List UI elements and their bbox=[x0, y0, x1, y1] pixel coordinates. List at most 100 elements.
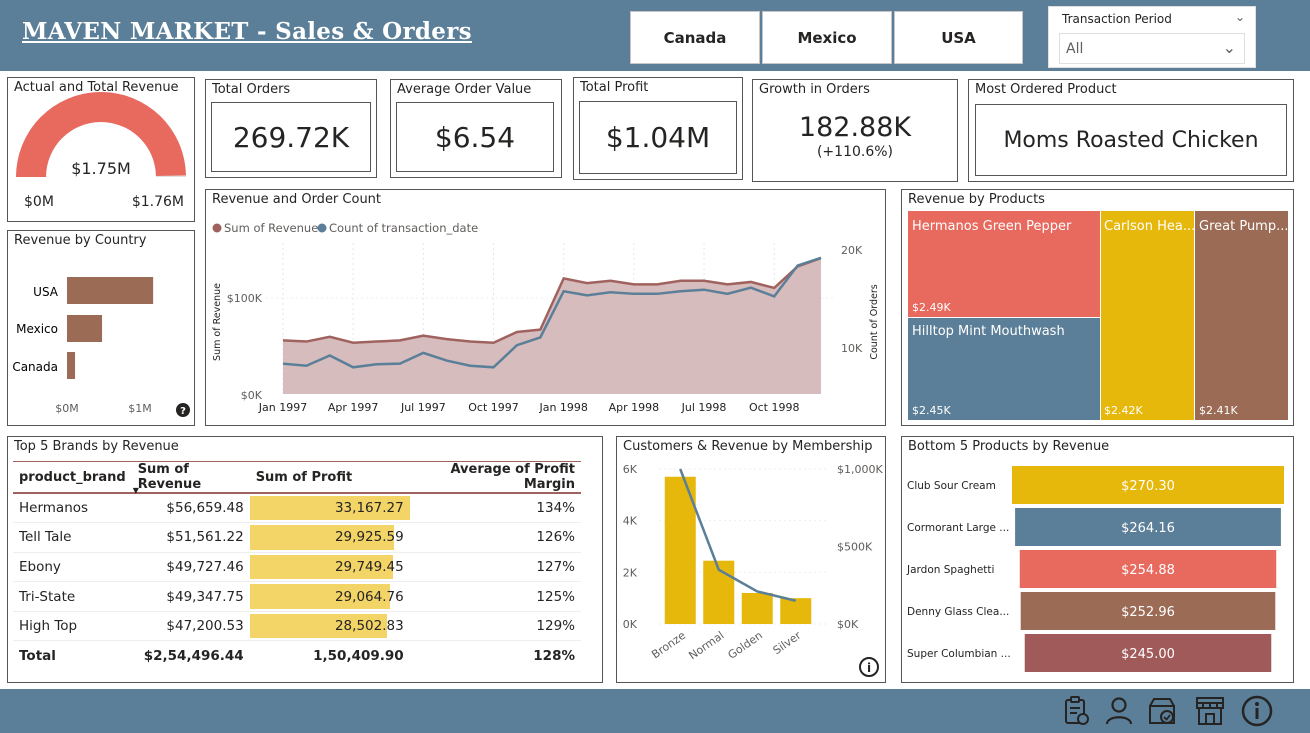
col-header-profit[interactable]: Sum of Profit bbox=[249, 461, 410, 494]
dropdown-arrow-icon[interactable]: ⌄ bbox=[1222, 38, 1236, 57]
bottom-product-bar[interactable] bbox=[1019, 550, 1277, 588]
bottom-product-value: $254.88 bbox=[1121, 563, 1175, 578]
table-row[interactable]: Ebony $49,727.46 29,749.45 127% bbox=[13, 552, 581, 583]
country-bar-usa[interactable] bbox=[67, 277, 154, 304]
x-tick-label: Jan 1998 bbox=[538, 401, 587, 414]
bottom-product-label: Denny Glass Clea... bbox=[907, 606, 1009, 618]
revenue-area bbox=[283, 258, 821, 394]
help-icon-glyph: ? bbox=[180, 406, 186, 417]
growth-orders-value: 182.88K bbox=[798, 112, 912, 143]
table-row[interactable]: High Top $47,200.53 28,502.83 129% bbox=[13, 611, 581, 642]
profit-databar bbox=[249, 584, 390, 609]
avg-order-value-box: $6.54 bbox=[396, 102, 554, 172]
legend-orders-marker bbox=[317, 223, 327, 233]
membership-bar-normal[interactable] bbox=[703, 560, 735, 624]
info-circle-icon[interactable] bbox=[1240, 694, 1274, 728]
membership-bar-silver[interactable] bbox=[780, 598, 812, 624]
country-label-mexico: Mexico bbox=[16, 322, 58, 336]
bottom-product-label: Super Columbian ... bbox=[907, 648, 1011, 660]
most-ordered-title: Most Ordered Product bbox=[975, 82, 1117, 97]
membership-x-label: Bronze bbox=[649, 629, 688, 662]
legend-orders-label: Count of transaction_date bbox=[329, 221, 478, 235]
membership-bar-golden[interactable] bbox=[741, 593, 773, 624]
table-row[interactable]: Hermanos $56,659.48 33,167.27 134% bbox=[13, 493, 581, 524]
y-left-tick: 4K bbox=[623, 515, 638, 528]
user-icon[interactable] bbox=[1102, 694, 1136, 728]
treemap-tile-hilltop[interactable]: Hilltop Mint Mouthwash $2.45K bbox=[908, 318, 1100, 420]
bottom-product-bar[interactable] bbox=[1012, 466, 1284, 504]
bottom-product-bar[interactable] bbox=[1015, 508, 1281, 546]
bottom-product-bar[interactable] bbox=[1024, 634, 1272, 672]
revenue-cell: $49,347.75 bbox=[131, 581, 250, 612]
col-header-margin[interactable]: Average of Profit Margin bbox=[409, 461, 581, 494]
col-header-brand[interactable]: product_brand bbox=[13, 461, 132, 494]
profit-cell: 28,502.83 bbox=[249, 611, 410, 642]
membership-card: Customers & Revenue by Membership 0K 2K 4K… bbox=[616, 436, 886, 683]
shop-check-icon[interactable] bbox=[1145, 694, 1179, 728]
membership-x-label: Golden bbox=[726, 629, 765, 662]
revenue-order-count-card: Revenue and Order Count Sum of Revenue C… bbox=[205, 189, 886, 426]
growth-orders-card: Growth in Orders 182.88K (+110.6%) bbox=[752, 79, 958, 182]
margin-cell: 129% bbox=[409, 611, 581, 642]
y-right-tick: $1,000K bbox=[837, 463, 883, 476]
most-ordered-card: Most Ordered Product Moms Roasted Chicke… bbox=[968, 79, 1294, 182]
bottom-product-bar[interactable] bbox=[1020, 592, 1276, 630]
profit-databar bbox=[249, 525, 395, 550]
transaction-period-slicer[interactable]: Transaction Period ⌄ All ⌄ bbox=[1048, 6, 1256, 68]
treemap-tile-hermanos[interactable]: Hermanos Green Pepper $2.49K bbox=[908, 211, 1100, 317]
country-button-canada[interactable]: Canada bbox=[630, 11, 760, 64]
y-left-tick: 0K bbox=[623, 618, 638, 631]
avg-order-value-card: Average Order Value $6.54 bbox=[390, 79, 562, 178]
gauge-max-label: $1.76M bbox=[132, 194, 184, 210]
membership-bar-bronze[interactable] bbox=[664, 476, 696, 624]
margin-cell: 127% bbox=[409, 552, 581, 583]
profit-cell: 29,925.59 bbox=[249, 522, 410, 553]
profit-cell: 29,749.45 bbox=[249, 552, 410, 583]
revenue-by-country-card: Revenue by Country USA Mexico Canada $0M… bbox=[7, 230, 195, 426]
legend-revenue-marker bbox=[212, 223, 222, 233]
info-icon-glyph: i bbox=[867, 661, 871, 675]
y-right-tick: $0K bbox=[837, 618, 859, 631]
total-orders-title: Total Orders bbox=[212, 82, 291, 97]
y-right-axis-label: Count of Orders bbox=[869, 284, 880, 359]
membership-revenue-line bbox=[679, 468, 797, 602]
treemap-label: Hilltop Mint Mouthwash bbox=[912, 324, 1065, 339]
revenue-by-country-title: Revenue by Country bbox=[14, 233, 147, 248]
col-header-revenue[interactable]: Sum of Revenue ▼ bbox=[131, 461, 250, 495]
growth-orders-title: Growth in Orders bbox=[759, 82, 870, 97]
gauge-value-label: $1.75M bbox=[71, 159, 131, 178]
country-button-usa[interactable]: USA bbox=[894, 11, 1023, 64]
top-brands-table: product_brand Sum of Revenue ▼ Sum of Pr… bbox=[13, 461, 581, 671]
treemap-label: Hermanos Green Pepper bbox=[912, 219, 1072, 234]
slicer-dropdown[interactable]: All ⌄ bbox=[1059, 33, 1245, 64]
y-right-tick: $500K bbox=[837, 541, 873, 554]
help-icon[interactable] bbox=[176, 403, 190, 417]
table-row[interactable]: Tri-State $49,347.75 29,064.76 125% bbox=[13, 581, 581, 612]
info-icon[interactable] bbox=[859, 657, 879, 677]
slicer-title: Transaction Period bbox=[1062, 12, 1172, 26]
y-right-tick-1: 20K bbox=[841, 244, 863, 257]
country-bar-canada[interactable] bbox=[67, 352, 76, 379]
y-left-tick: 2K bbox=[623, 566, 638, 579]
bottom-products-chart: Club Sour Cream $270.30 Cormorant Large ..… bbox=[906, 466, 1284, 672]
sort-desc-icon: ▼ bbox=[132, 486, 139, 495]
total-profit-box: $1.04M bbox=[579, 101, 737, 174]
clipboard-icon[interactable] bbox=[1059, 694, 1093, 728]
treemap-tile-carlson[interactable]: Carlson Hea... $2.42K bbox=[1101, 211, 1194, 420]
y-left-axis-label: Sum of Revenue bbox=[212, 283, 223, 361]
bottom-product-label: Jardon Spaghetti bbox=[906, 564, 994, 576]
revenue-order-count-title: Revenue and Order Count bbox=[212, 192, 382, 207]
country-button-mexico[interactable]: Mexico bbox=[762, 11, 892, 64]
most-ordered-box: Moms Roasted Chicken bbox=[975, 104, 1287, 176]
margin-cell: 134% bbox=[409, 493, 581, 524]
margin-cell: 125% bbox=[409, 581, 581, 612]
country-bar-mexico[interactable] bbox=[67, 315, 103, 342]
table-row[interactable]: Tell Tale $51,561.22 29,925.59 126% bbox=[13, 522, 581, 553]
treemap-tile-great-pump[interactable]: Great Pump... $2.41K bbox=[1195, 211, 1288, 420]
treemap-value: $2.42K bbox=[1104, 404, 1143, 417]
store-icon[interactable] bbox=[1193, 694, 1227, 728]
avg-order-value-title: Average Order Value bbox=[397, 82, 532, 97]
revenue-line bbox=[282, 256, 822, 345]
chevron-down-icon[interactable]: ⌄ bbox=[1234, 10, 1245, 24]
total-label: Total bbox=[13, 640, 132, 671]
